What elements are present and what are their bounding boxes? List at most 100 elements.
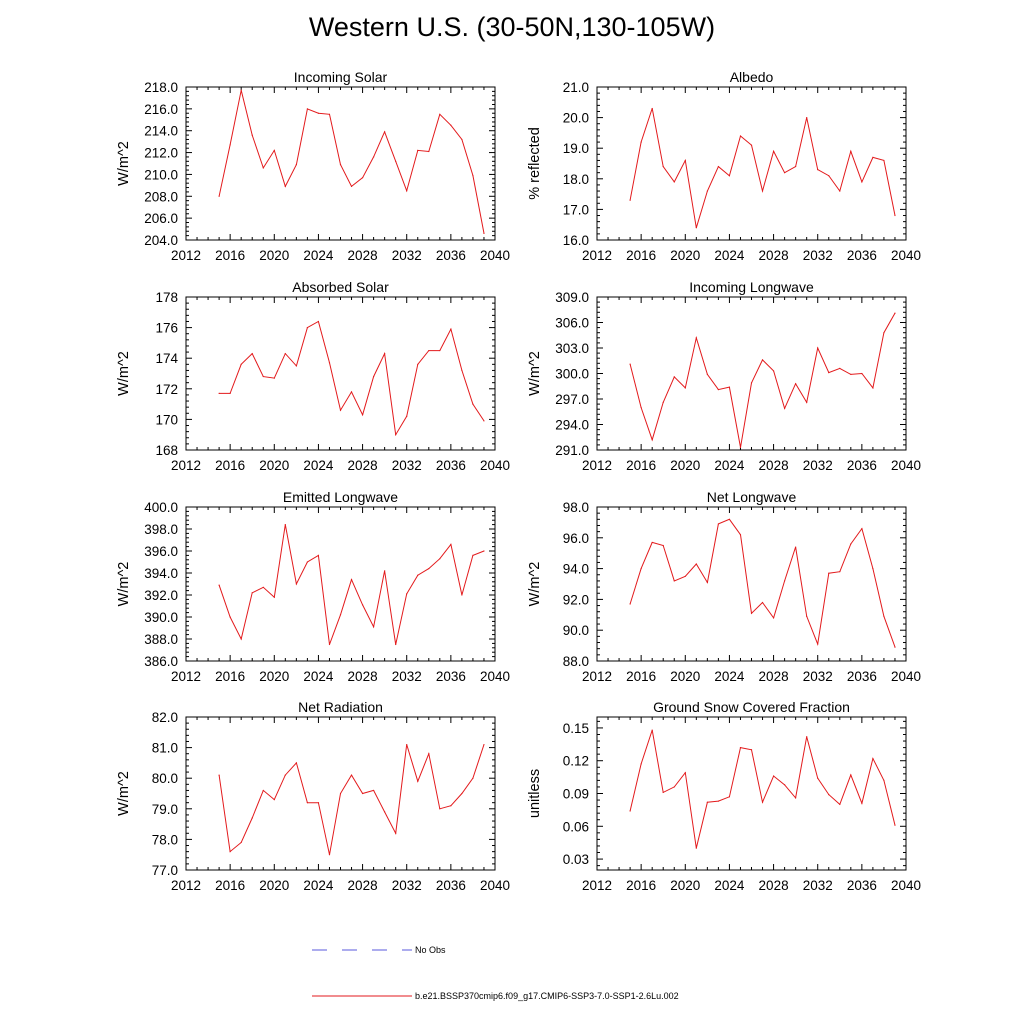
y-tick-label: 178 — [155, 290, 178, 305]
data-point — [673, 376, 675, 378]
data-point — [750, 612, 753, 614]
data-point — [629, 810, 631, 812]
data-point — [317, 802, 320, 804]
data-point — [384, 353, 386, 355]
data-point — [284, 524, 286, 526]
data-point — [883, 779, 885, 781]
data-point — [784, 407, 786, 409]
plot-frame — [596, 716, 907, 871]
x-tick-label: 2020 — [259, 878, 289, 893]
plot-frame — [596, 506, 907, 662]
series-line — [219, 320, 485, 437]
y-tick-label: 291.0 — [555, 443, 589, 458]
data-point — [328, 854, 331, 856]
x-tick-label: 2020 — [670, 878, 700, 893]
x-tick-label: 2012 — [171, 669, 201, 684]
data-point — [795, 165, 797, 168]
series-line — [629, 518, 896, 648]
data-point — [295, 583, 297, 585]
data-point — [417, 574, 419, 576]
x-tick-label: 2036 — [436, 458, 466, 473]
y-tick-label: 90.0 — [563, 623, 589, 638]
data-point — [673, 580, 675, 582]
x-tick-label: 2016 — [626, 458, 656, 473]
data-point — [284, 774, 286, 776]
data-point — [717, 389, 719, 391]
data-point — [262, 375, 264, 378]
data-point — [861, 181, 863, 183]
data-point — [806, 615, 808, 617]
x-tick-label: 2016 — [626, 248, 656, 263]
x-tick-label: 2016 — [215, 878, 245, 893]
chart-panel-3: Absorbed Solar W/m^2 2012 2016 2020 2024 2028 2… — [116, 279, 510, 473]
data-point — [872, 387, 874, 389]
data-point — [662, 544, 664, 547]
data-point — [240, 363, 242, 365]
data-point — [450, 543, 452, 546]
data-point — [894, 824, 896, 826]
data-point — [717, 800, 719, 802]
panel-title: Net Radiation — [298, 699, 383, 715]
chart-panel-1: Incoming Solar W/m^2 2012 2016 2020 2024 2028 2… — [116, 69, 510, 263]
y-tick-label: 174 — [155, 351, 178, 366]
data-point — [706, 801, 708, 803]
x-tick-label: 2032 — [392, 248, 422, 263]
data-point — [295, 762, 297, 764]
panel-title: Albedo — [730, 69, 774, 85]
series-line — [218, 744, 485, 855]
y-tick-label: 98.0 — [563, 500, 589, 515]
data-point — [706, 581, 708, 584]
data-point — [640, 141, 642, 143]
data-point — [706, 190, 708, 192]
data-point — [373, 789, 375, 792]
series-line — [218, 90, 485, 234]
data-point — [328, 113, 331, 115]
panel-title: Ground Snow Covered Fraction — [653, 699, 850, 715]
x-tick-label: 2012 — [171, 248, 201, 263]
data-point — [284, 353, 286, 355]
data-point — [384, 570, 386, 572]
data-point — [839, 367, 841, 369]
data-point — [728, 175, 731, 177]
data-point — [750, 144, 753, 146]
x-tick-label: 2040 — [480, 669, 510, 684]
data-point — [406, 743, 408, 746]
y-tick-label: 0.15 — [563, 721, 589, 736]
data-point — [251, 353, 253, 355]
data-point — [651, 729, 653, 731]
data-point — [817, 347, 819, 349]
data-point — [461, 138, 463, 141]
y-tick-label: 88.0 — [563, 654, 589, 669]
x-tick-label: 2012 — [171, 458, 201, 473]
data-point — [629, 363, 631, 365]
data-point — [772, 150, 775, 152]
data-point — [251, 134, 253, 136]
x-tick-label: 2028 — [759, 458, 789, 473]
data-point — [439, 113, 441, 115]
data-point — [306, 561, 308, 563]
chart-panel-7: Net Radiation W/m^2 2012 2016 2020 2024 2028 20… — [116, 699, 510, 893]
y-tick-label: 168 — [155, 443, 178, 458]
data-point — [861, 372, 863, 375]
data-point — [828, 793, 830, 796]
data-point — [218, 392, 220, 394]
chart-panel-2: Albedo % reflected 2012 2016 2020 2024 2028 203… — [527, 69, 921, 263]
y-tick-label: 214.0 — [144, 124, 178, 139]
y-tick-label: 81.0 — [152, 741, 178, 756]
y-tick-label: 78.0 — [152, 832, 178, 847]
y-tick-label: 212.0 — [144, 146, 178, 161]
y-tick-label: 0.09 — [563, 787, 589, 802]
data-point — [373, 626, 375, 628]
data-point — [662, 165, 664, 168]
data-point — [739, 446, 742, 449]
x-tick-label: 2016 — [215, 458, 245, 473]
data-point — [850, 543, 852, 545]
data-point — [894, 214, 896, 217]
series-line — [629, 108, 896, 228]
series-line — [218, 524, 485, 645]
data-point — [240, 89, 242, 91]
data-point — [761, 601, 764, 604]
data-point — [651, 541, 653, 544]
data-point — [795, 383, 797, 385]
data-point — [450, 328, 452, 330]
